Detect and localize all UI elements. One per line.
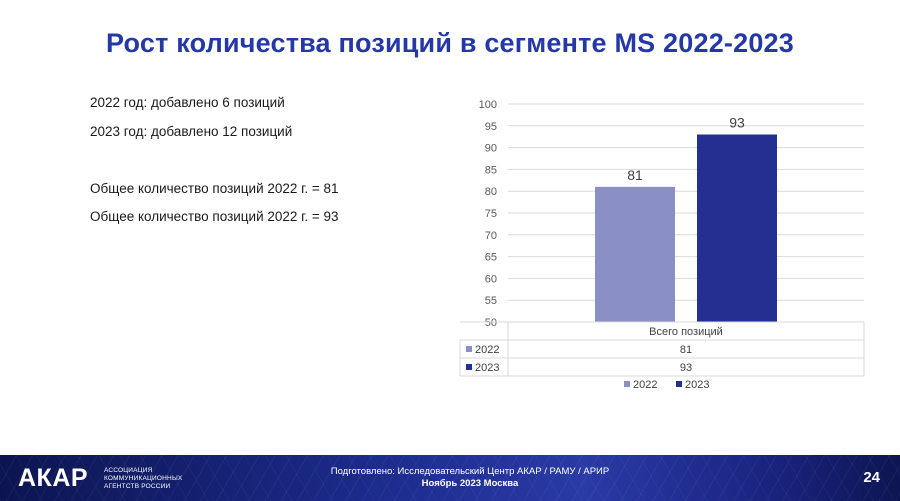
y-tick-label: 85 (485, 164, 497, 176)
y-tick-label: 75 (485, 208, 497, 220)
table-key-2022 (466, 346, 472, 352)
bar-2023 (697, 134, 777, 322)
y-tick-label: 70 (485, 230, 497, 242)
bar-2022 (595, 186, 675, 322)
table-series-label: 2022 (475, 344, 499, 356)
footer-background-pattern (0, 455, 900, 501)
y-tick-label: 95 (485, 121, 497, 133)
y-tick-label: 90 (485, 143, 497, 155)
logo-subtitle-line: АССОЦИАЦИЯ (104, 467, 153, 474)
y-tick-label: 65 (485, 252, 497, 264)
legend-label-2023: 2023 (685, 379, 709, 391)
legend-key-2023 (676, 381, 682, 387)
note-total-2022: Общее количество позиций 2022 г. = 81 (90, 181, 339, 196)
data-table: Всего позиций 2022 81 2023 93 (459, 321, 865, 377)
y-tick-label: 80 (485, 186, 497, 198)
note-2022-added: 2022 год: добавлено 6 позиций (90, 95, 285, 110)
page-number: 24 (863, 469, 880, 486)
y-axis-ticks: 50 55 60 65 70 75 80 85 90 95 100 (479, 99, 497, 329)
data-label-2023: 93 (729, 115, 745, 131)
akar-logo: АКАР (18, 464, 89, 492)
credit-text: Подготовлено: Исследовательский Центр АК… (330, 466, 610, 477)
data-labels: 81 93 (627, 115, 745, 183)
footer-bar: АКАР АССОЦИАЦИЯ КОММУНИКАЦИОННЫХ АГЕНТСТ… (0, 455, 900, 501)
category-label: Всего позиций (649, 326, 723, 338)
bar-chart: 50 55 60 65 70 75 80 85 90 95 100 81 93 Всего позиц… (440, 90, 880, 400)
y-tick-label: 55 (485, 295, 497, 307)
logo-subtitle: АССОЦИАЦИЯ КОММУНИКАЦИОННЫХ АГЕНТСТВ РОС… (104, 467, 182, 491)
credit-date: Ноябрь 2023 Москва (421, 478, 519, 489)
gridlines (508, 103, 864, 323)
y-tick-label: 100 (479, 99, 497, 111)
y-tick-label: 50 (485, 317, 497, 329)
table-value-2023: 93 (680, 362, 692, 374)
y-tick-label: 60 (485, 273, 497, 285)
logo-subtitle-line: АГЕНТСТВ РОССИИ (104, 483, 171, 490)
data-label-2022: 81 (627, 167, 643, 183)
note-total-2023: Общее количество позиций 2022 г. = 93 (90, 209, 339, 224)
table-key-2023 (466, 364, 472, 370)
credit-block: Подготовлено: Исследовательский Центр АК… (280, 466, 660, 490)
table-series-label: 2023 (475, 362, 499, 374)
chart-svg: 50 55 60 65 70 75 80 85 90 95 100 81 93 Всего позиц… (459, 99, 865, 391)
legend-key-2022 (624, 381, 630, 387)
table-value-2022: 81 (680, 344, 692, 356)
legend: 2022 2023 (624, 379, 709, 391)
legend-label-2022: 2022 (633, 379, 657, 391)
slide-title: Рост количества позиций в сегменте MS 20… (106, 28, 794, 58)
logo-subtitle-line: КОММУНИКАЦИОННЫХ (104, 475, 183, 482)
bars (595, 134, 777, 322)
note-2023-added: 2023 год: добавлено 12 позиций (90, 124, 293, 139)
